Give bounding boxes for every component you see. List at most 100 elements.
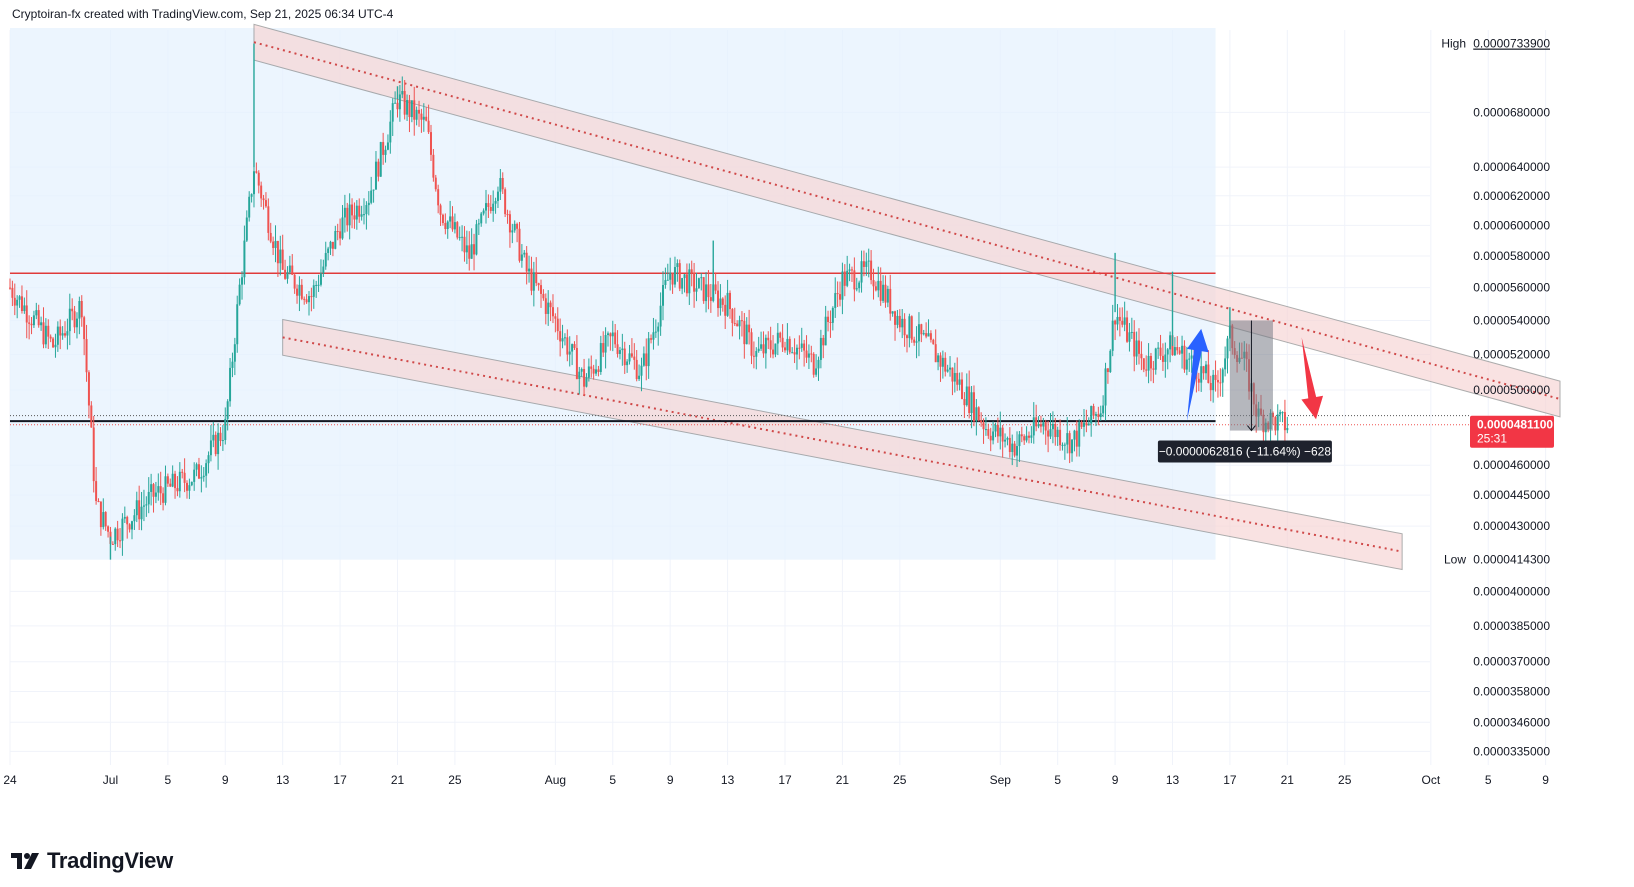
candle-body — [745, 324, 748, 345]
candle-body — [422, 116, 425, 120]
price-chart[interactable]: −0.0000062816 (−11.64%) −628 0.000068000… — [0, 0, 1634, 845]
candle-body — [798, 347, 801, 349]
candle-body — [786, 338, 789, 351]
candle-body — [571, 344, 574, 352]
candle-body — [437, 189, 440, 206]
candle-body — [850, 269, 853, 271]
y-tick-label: 0.0000430000 — [1473, 519, 1550, 533]
candle-body — [829, 322, 832, 324]
candle-body — [872, 280, 875, 287]
measure-label-bg — [1157, 440, 1332, 463]
candle-body — [508, 214, 511, 233]
candle-body — [609, 333, 612, 337]
candle-body — [181, 471, 184, 473]
candle-body — [303, 298, 306, 300]
brand[interactable]: TradingView — [11, 848, 173, 874]
candle-body — [891, 311, 894, 314]
candle-body — [123, 516, 126, 519]
horizontal-lines — [10, 272, 1470, 426]
candle-body — [1027, 435, 1030, 438]
candle-body — [513, 223, 516, 231]
candle-body — [11, 287, 14, 298]
candle-body — [389, 121, 392, 143]
candle-body — [470, 244, 473, 259]
candle-body — [207, 455, 210, 464]
candle-body — [348, 204, 351, 226]
candle-body — [925, 333, 928, 337]
candle-body — [831, 307, 834, 323]
candle-body — [178, 471, 181, 492]
candle-body — [40, 322, 43, 326]
candle-body — [654, 331, 657, 333]
candle-body — [628, 353, 631, 362]
candle-body — [602, 343, 605, 353]
candle-body — [1106, 368, 1109, 373]
candle-body — [310, 296, 313, 298]
candle-body — [162, 493, 165, 503]
candle-body — [645, 353, 648, 367]
candle-body — [188, 485, 191, 491]
candle-body — [23, 305, 26, 312]
candle-body — [1159, 347, 1162, 356]
candle-body — [812, 353, 815, 375]
candle-body — [1140, 353, 1143, 359]
candle-body — [1080, 422, 1083, 427]
x-tick-label: 5 — [1485, 773, 1492, 787]
candle-body — [140, 506, 143, 520]
x-tick-label: 5 — [609, 773, 616, 787]
candle-body — [475, 224, 478, 255]
candle-body — [145, 504, 148, 506]
candle-body — [195, 464, 198, 470]
candle-body — [664, 280, 667, 285]
candle-body — [288, 265, 291, 273]
candle-body — [1044, 422, 1047, 431]
candle-body — [245, 217, 248, 241]
candle-body — [731, 309, 734, 324]
candle-body — [56, 326, 59, 345]
candle-body — [1082, 422, 1085, 427]
candle-body — [1216, 379, 1219, 383]
candle-body — [128, 524, 131, 530]
candle-body — [274, 240, 277, 248]
candle-body — [917, 324, 920, 342]
candle-body — [764, 337, 767, 354]
candle-body — [200, 477, 203, 479]
candle-body — [121, 518, 124, 541]
candle-body — [853, 270, 856, 290]
last-price-badge-bg — [1470, 415, 1554, 448]
candle-body — [650, 338, 653, 340]
candle-body — [319, 273, 322, 285]
candle-body — [599, 343, 602, 372]
x-tick-label: Sep — [990, 773, 1012, 787]
candle-body — [987, 429, 990, 436]
candle-body — [822, 337, 825, 346]
candle-body — [126, 516, 129, 525]
candle-body — [977, 407, 980, 421]
candle-body — [327, 248, 330, 253]
candle-body — [932, 339, 935, 345]
candle-body — [255, 171, 258, 173]
candle-body — [1054, 424, 1057, 438]
x-tick-label: 25 — [1338, 773, 1352, 787]
candle-body — [205, 463, 208, 476]
candle-body — [970, 392, 973, 414]
candle-body — [815, 368, 818, 375]
candle-body — [781, 337, 784, 348]
candle-body — [841, 271, 844, 300]
candle-body — [1274, 417, 1277, 431]
price-axis: 0.0000680000 0.0000640000 0.0000620000 0.00… — [1473, 105, 1550, 758]
candle-body — [133, 515, 136, 522]
candle-body — [1118, 316, 1121, 321]
candle-body — [37, 310, 40, 326]
candle-body — [1085, 422, 1088, 426]
candle-body — [956, 372, 959, 385]
candle-body — [1173, 347, 1176, 356]
candle-body — [903, 318, 906, 336]
candle-body — [554, 316, 557, 319]
candle-body — [590, 366, 593, 369]
candle-body — [446, 221, 449, 230]
candle-body — [224, 418, 227, 441]
candle-body — [238, 284, 241, 305]
y-tick-label: 0.0000460000 — [1473, 458, 1550, 472]
